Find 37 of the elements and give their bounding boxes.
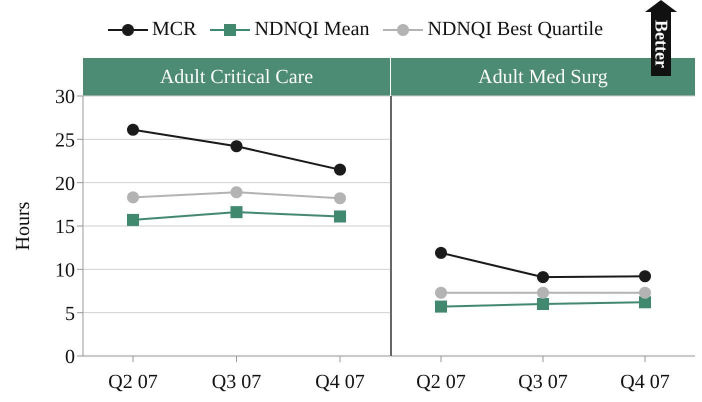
point (435, 246, 447, 259)
x-tick-label: Q2 07 (416, 371, 466, 394)
y-axis-title: Hours (12, 201, 34, 250)
y-tick-label: 25 (55, 129, 75, 152)
legend-label: NDNQI Mean (254, 18, 370, 41)
point (435, 286, 447, 299)
point (639, 286, 651, 299)
point (537, 271, 549, 284)
point (127, 214, 139, 226)
legend-label: MCR (152, 18, 196, 41)
point (230, 186, 242, 198)
chart-title: Adult Critical Care (83, 58, 390, 96)
point (334, 210, 346, 222)
y-tick-label: 5 (65, 302, 75, 325)
x-tick-label: Q3 07 (212, 371, 262, 394)
point (639, 270, 651, 282)
x-tick-label: Q4 07 (620, 371, 670, 394)
x-tick-label: Q3 07 (518, 371, 568, 394)
point (334, 192, 346, 204)
text: Better (650, 20, 672, 68)
y-tick-label: 15 (55, 216, 75, 238)
chart-title: Adult Med Surg (478, 66, 608, 88)
point (230, 206, 242, 218)
legend-label: NDNQI Best Quartile (427, 18, 603, 41)
y-tick-label: 30 (55, 86, 75, 108)
point (230, 140, 242, 152)
point (127, 124, 139, 136)
y-tick-label: 10 (55, 259, 75, 282)
point (435, 300, 447, 313)
x-tick-label: Q2 07 (108, 371, 158, 394)
point (537, 286, 549, 299)
point (127, 191, 139, 204)
point (537, 298, 549, 310)
y-tick-label: 20 (55, 172, 75, 195)
x-tick-label: Q4 07 (315, 371, 365, 394)
point (334, 164, 346, 176)
y-tick-label: 0 (65, 346, 75, 368)
